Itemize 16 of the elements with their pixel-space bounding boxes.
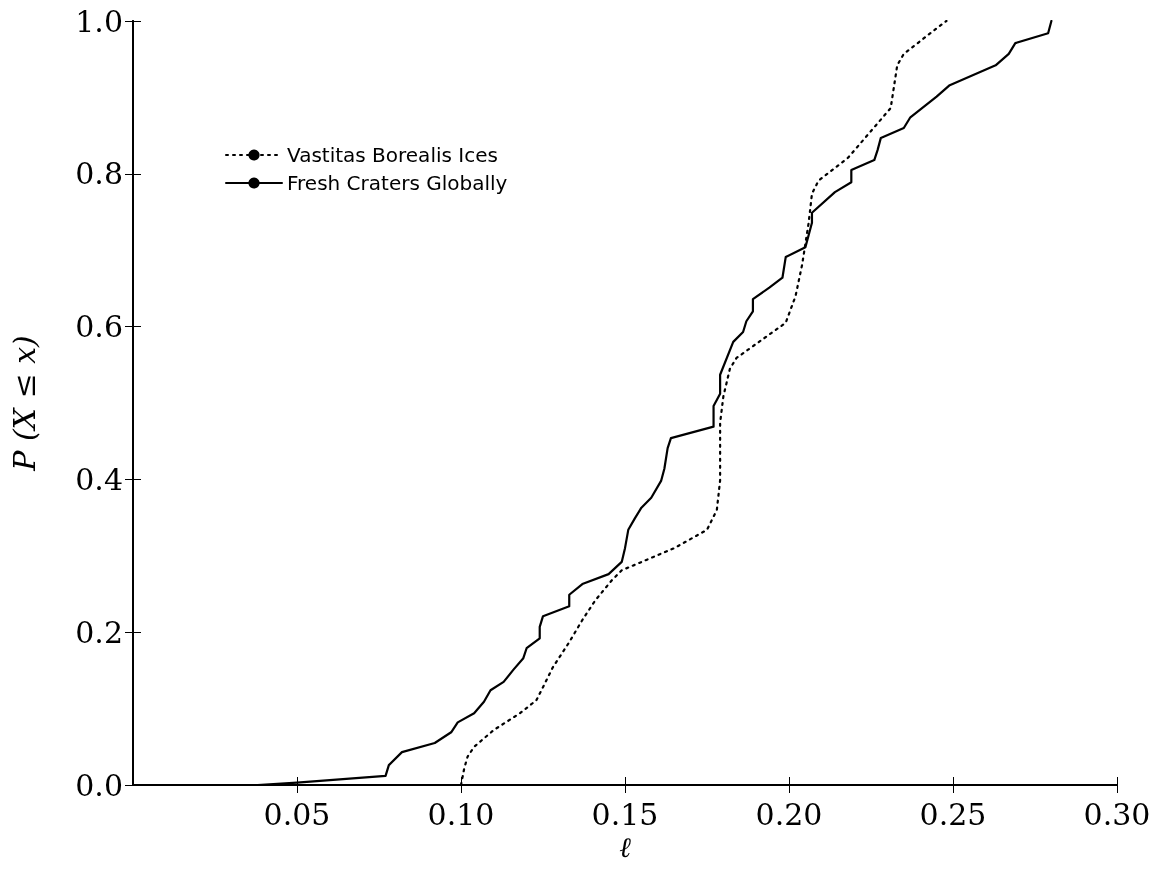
x-tick-label: 0.10 xyxy=(427,796,495,832)
x-tick-label: 0.20 xyxy=(755,796,823,832)
x-tick-label: 0.05 xyxy=(263,796,331,832)
y-tick-label: 0.0 xyxy=(75,767,123,803)
legend-label: Vastitas Borealis Ices xyxy=(287,143,498,167)
legend-label: Fresh Craters Globally xyxy=(287,171,508,195)
y-tick-label: 0.8 xyxy=(75,156,123,192)
x-axis-title: ℓ xyxy=(619,831,632,865)
y-tick-label: 0.4 xyxy=(75,461,123,497)
x-tick-label: 0.30 xyxy=(1083,796,1151,832)
x-tick-label: 0.15 xyxy=(591,796,659,832)
y-tick-label: 1.0 xyxy=(75,3,123,39)
y-axis-title: P (X ≤ x) xyxy=(6,335,42,472)
x-tick-label: 0.25 xyxy=(919,796,987,832)
y-tick-label: 0.6 xyxy=(75,309,123,345)
y-tick-label: 0.2 xyxy=(75,614,123,650)
